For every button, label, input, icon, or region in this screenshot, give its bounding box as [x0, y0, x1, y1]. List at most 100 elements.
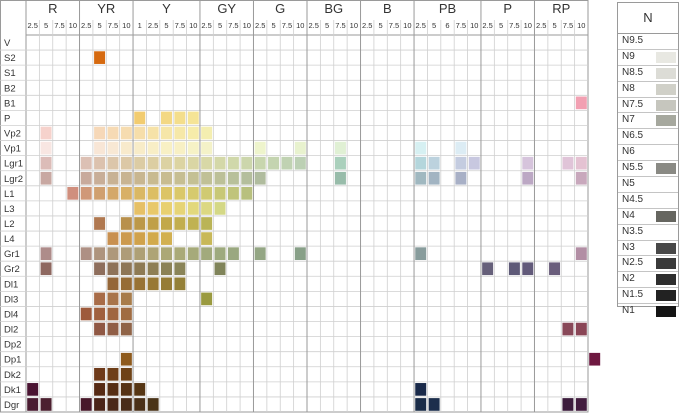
color-cell	[201, 156, 213, 170]
color-cell	[214, 202, 226, 215]
neutral-label: N4	[622, 209, 635, 221]
color-cell	[428, 171, 440, 185]
color-cell	[415, 141, 427, 155]
tone-label: B1	[4, 98, 16, 109]
color-cell	[201, 232, 213, 245]
color-cell	[134, 187, 146, 200]
hue-group-label: Y	[162, 1, 171, 16]
color-cell	[174, 202, 186, 215]
color-cell	[187, 202, 199, 215]
color-cell	[522, 156, 534, 170]
neutral-swatch	[656, 290, 676, 302]
neutral-row: N9	[618, 50, 678, 66]
neutral-row: N4.5	[618, 193, 678, 209]
color-cell	[120, 126, 132, 140]
neutral-label: N3.5	[622, 225, 644, 237]
color-cell	[107, 262, 119, 276]
neutral-row: N7	[618, 113, 678, 130]
color-cell	[415, 171, 427, 185]
hue-group-label: R	[48, 1, 57, 16]
hue-step-label: 10	[577, 21, 585, 30]
hue-step-label: 2.5	[255, 21, 265, 30]
color-cell	[147, 171, 159, 185]
color-cell	[334, 156, 346, 170]
color-cell	[214, 247, 226, 260]
neutral-row: N7.5	[618, 98, 678, 114]
color-cell	[120, 398, 132, 411]
color-cell	[268, 156, 280, 170]
hue-step-label: 5	[432, 21, 436, 30]
tone-label: Dp1	[4, 355, 21, 366]
color-cell	[134, 171, 146, 185]
color-cell	[120, 277, 132, 291]
color-cell	[428, 156, 440, 170]
tone-label: Dk1	[4, 385, 21, 396]
color-cell	[134, 202, 146, 215]
neutral-swatch	[656, 51, 676, 63]
color-cell	[107, 277, 119, 291]
tone-label: Vp2	[4, 129, 21, 140]
color-cell	[201, 126, 213, 140]
color-cell	[161, 126, 172, 140]
tone-label: Dl3	[4, 294, 18, 305]
color-cell	[94, 367, 106, 381]
color-cell	[174, 141, 186, 155]
hue-step-label: 5	[325, 21, 329, 30]
color-cell	[201, 141, 213, 155]
color-cell	[120, 156, 132, 170]
color-cell	[107, 232, 119, 245]
color-cell	[134, 247, 146, 260]
hue-step-label: 5	[164, 21, 168, 30]
color-cell	[27, 398, 39, 411]
color-cell	[334, 141, 346, 155]
tone-label: Dk2	[4, 370, 21, 381]
hue-step-label: 5	[552, 21, 556, 30]
neutral-label: N1	[622, 305, 635, 317]
neutral-label: N1.5	[622, 289, 644, 301]
neutral-label: N5.5	[622, 162, 644, 174]
color-cell	[134, 217, 146, 230]
color-cell	[147, 398, 159, 411]
color-cell	[120, 367, 132, 381]
tone-label: Gr2	[4, 264, 20, 275]
hue-group-label: G	[275, 1, 285, 16]
tone-label: L1	[4, 189, 15, 200]
color-cell	[27, 383, 39, 396]
hue-step-label: 2.5	[362, 21, 372, 30]
neutral-label: N6.5	[622, 130, 644, 142]
color-cell	[241, 187, 253, 200]
color-cell	[161, 141, 172, 155]
color-cell	[227, 187, 239, 200]
color-cell	[254, 141, 266, 155]
color-cell	[94, 307, 106, 321]
color-cell	[334, 171, 346, 185]
neutral-row: N6.5	[618, 129, 678, 146]
color-cell	[40, 262, 52, 276]
hue-step-label: 10	[470, 21, 478, 30]
color-cell	[134, 232, 146, 245]
tone-label: Dgr	[4, 400, 19, 411]
color-cell	[455, 171, 467, 185]
color-cell	[161, 217, 172, 230]
neutral-swatch	[656, 274, 676, 286]
neutral-swatch	[656, 242, 676, 254]
neutral-row: N2	[618, 272, 678, 289]
color-cell	[187, 217, 199, 230]
hue-step-label: 2.5	[27, 21, 37, 30]
color-cell	[147, 232, 159, 245]
tone-label: Lgr1	[4, 159, 23, 170]
color-cell	[107, 247, 119, 260]
color-cell	[174, 277, 186, 291]
neutral-swatch	[656, 83, 676, 95]
hue-step-label: 7.5	[228, 21, 238, 30]
hue-step-label: 5	[44, 21, 48, 30]
color-cell	[428, 398, 440, 411]
neutral-swatch	[656, 163, 676, 175]
tone-label: S1	[4, 68, 16, 79]
color-cell	[201, 187, 213, 200]
grid-frame	[0, 0, 589, 413]
color-cell	[455, 141, 467, 155]
color-cell	[80, 156, 92, 170]
color-cell	[187, 187, 199, 200]
color-cell	[40, 126, 52, 140]
